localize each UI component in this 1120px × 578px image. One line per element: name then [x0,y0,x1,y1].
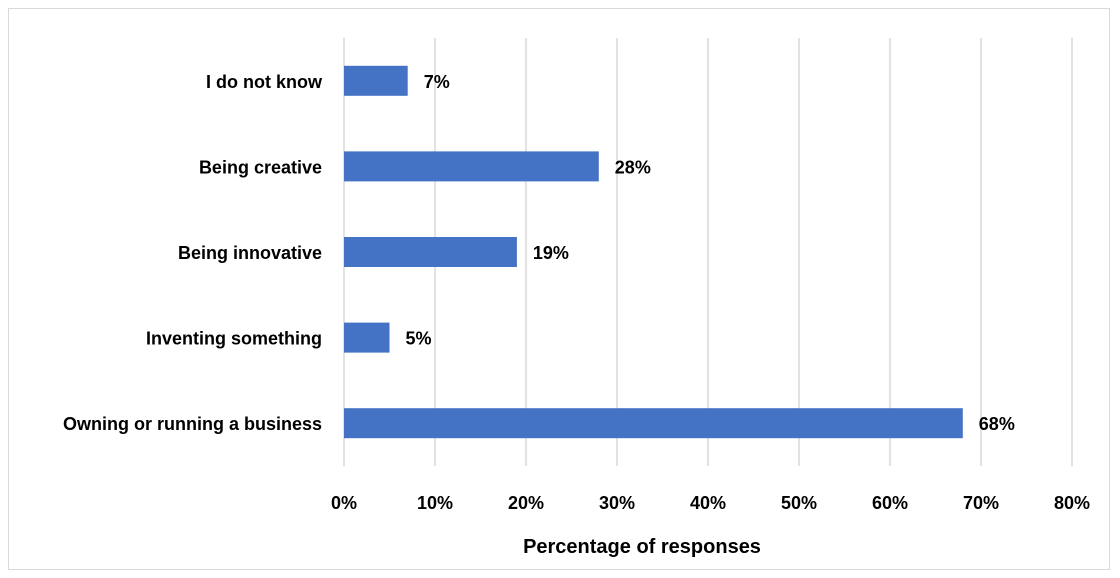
gridlines [343,38,1073,466]
bar [344,65,408,96]
data-label: 28% [615,157,651,177]
x-tick-label: 80% [1054,493,1090,513]
category-label: Being creative [199,157,322,177]
x-tick-labels: 0% 10% 20% 30% 40% 50% 60% 70% 80% [331,493,1090,513]
x-axis-title: Percentage of responses [523,536,761,558]
category-label: Being innovative [178,243,322,263]
x-tick-label: 30% [599,493,635,513]
chart-frame [8,8,1110,570]
data-label: 5% [406,329,432,349]
x-tick-label: 10% [417,493,453,513]
x-tick-label: 20% [508,493,544,513]
bar [344,237,517,267]
data-label: 68% [979,414,1015,434]
x-tick-label: 60% [872,493,908,513]
data-label: 19% [533,243,569,263]
category-label: Owning or running a business [63,414,322,434]
bar [344,322,390,353]
category-label: I do not know [206,72,323,92]
bar [344,408,963,439]
x-tick-label: 40% [690,493,726,513]
x-tick-label: 70% [963,493,999,513]
x-tick-label: 0% [331,493,357,513]
bars [344,65,963,439]
x-tick-label: 50% [781,493,817,513]
data-labels: 7% 28% 19% 5% 68% [406,72,1015,434]
category-labels: I do not know Being creative Being innovat… [63,72,323,434]
bar [344,151,599,182]
data-label: 7% [424,72,450,92]
category-label: Inventing something [146,329,322,349]
